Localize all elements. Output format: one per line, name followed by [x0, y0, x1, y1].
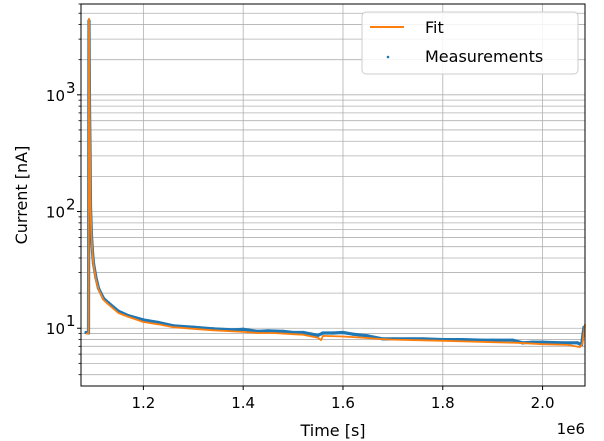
measurement-point: [341, 330, 345, 335]
x-tick-label: 1.8: [431, 394, 455, 412]
legend-measurements-label: Measurements: [425, 47, 543, 66]
measurement-point: [141, 318, 145, 322]
x-axis-offset-label: 1e6: [557, 420, 585, 438]
measurement-point: [560, 341, 565, 345]
measurement-point: [351, 332, 355, 336]
measurement-point: [281, 329, 285, 333]
measurement-point: [266, 329, 270, 333]
y-tick-exponent: 3: [66, 79, 76, 97]
measurement-point: [331, 331, 335, 335]
y-tick-label: 10: [46, 320, 65, 338]
x-tick-label: 1.6: [331, 394, 355, 412]
measurement-point: [241, 327, 245, 331]
y-tick-exponent: 2: [66, 196, 76, 214]
legend: Fit Measurements: [361, 11, 579, 75]
measurement-point: [316, 333, 320, 337]
plot-area: [84, 17, 586, 348]
y-tick-exponent: 1: [66, 312, 76, 330]
x-tick-label: 1.4: [231, 394, 255, 412]
legend-measurements-swatch: [386, 55, 390, 59]
x-axis-ticks: 1.2 1.4 1.6 1.8 2.0: [131, 386, 555, 412]
y-tick-label: 10: [46, 87, 65, 105]
measurement-point: [481, 338, 485, 342]
measurement-point: [366, 334, 370, 338]
measurement-point: [511, 338, 515, 342]
axes-frame: [80, 3, 586, 387]
measurement-point: [321, 331, 325, 335]
fit-line: [86, 17, 586, 348]
x-tick-label: 1.2: [131, 394, 155, 412]
y-axis-label: Current [nA]: [12, 146, 31, 245]
legend-fit-label: Fit: [425, 18, 444, 37]
major-gridlines: [81, 4, 585, 386]
y-tick-label: 10: [46, 204, 65, 222]
x-axis-label: Time [s]: [299, 421, 365, 440]
legend-box: [361, 11, 579, 75]
x-tick-label: 2.0: [531, 394, 555, 412]
measurement-point: [301, 330, 305, 335]
measurement-point: [540, 340, 545, 344]
measurement-point: [575, 341, 580, 345]
measurement-point: [491, 338, 495, 342]
measurement-point: [461, 337, 465, 342]
